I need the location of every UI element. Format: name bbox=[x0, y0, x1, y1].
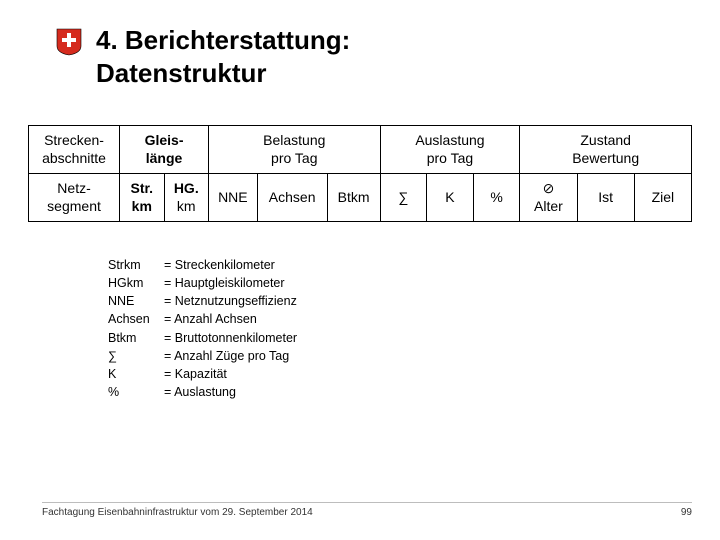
legend-key: Btkm bbox=[108, 329, 164, 347]
footer: Fachtagung Eisenbahninfrastruktur vom 29… bbox=[42, 502, 692, 518]
cell-strkm: Str. km bbox=[120, 174, 164, 222]
legend-val: = Hauptgleiskilometer bbox=[164, 274, 285, 292]
legend-row: Btkm= Bruttotonnenkilometer bbox=[108, 329, 720, 347]
swiss-shield-icon bbox=[56, 28, 82, 56]
rowhdr-netzsegment: Netz- segment bbox=[29, 174, 120, 222]
legend-key: HGkm bbox=[108, 274, 164, 292]
legend-key: K bbox=[108, 365, 164, 383]
legend-key: NNE bbox=[108, 292, 164, 310]
hdr-belastung: Belastung pro Tag bbox=[209, 126, 381, 174]
legend-row: NNE= Netznutzungseffizienz bbox=[108, 292, 720, 310]
rowhdr-strecken: Strecken- abschnitte bbox=[29, 126, 120, 174]
cell-alter: ⊘ Alter bbox=[520, 174, 577, 222]
legend-val: = Anzahl Achsen bbox=[164, 310, 257, 328]
cell-k: K bbox=[427, 174, 474, 222]
legend-val: = Anzahl Züge pro Tag bbox=[164, 347, 289, 365]
legend-key: % bbox=[108, 383, 164, 401]
legend-val: = Kapazität bbox=[164, 365, 227, 383]
legend-row: %= Auslastung bbox=[108, 383, 720, 401]
legend-val: = Streckenkilometer bbox=[164, 256, 275, 274]
cell-pct: % bbox=[473, 174, 520, 222]
hdr-zustand: Zustand Bewertung bbox=[520, 126, 692, 174]
hdr-auslastung: Auslastung pro Tag bbox=[380, 126, 520, 174]
footer-page: 99 bbox=[681, 507, 692, 518]
legend-key: ∑ bbox=[108, 347, 164, 365]
legend-row: K= Kapazität bbox=[108, 365, 720, 383]
legend-key: Achsen bbox=[108, 310, 164, 328]
footer-left: Fachtagung Eisenbahninfrastruktur vom 29… bbox=[42, 507, 313, 518]
legend-val: = Netznutzungseffizienz bbox=[164, 292, 297, 310]
legend-key: Strkm bbox=[108, 256, 164, 274]
title-line2: Datenstruktur bbox=[96, 58, 266, 88]
legend-row: ∑= Anzahl Züge pro Tag bbox=[108, 347, 720, 365]
page-title: 4. Berichterstattung: Datenstruktur bbox=[96, 24, 350, 89]
hdr-gleislaenge: Gleis- länge bbox=[120, 126, 209, 174]
data-structure-table: Strecken- abschnitte Gleis- länge Belast… bbox=[28, 125, 692, 222]
legend-row: Achsen= Anzahl Achsen bbox=[108, 310, 720, 328]
title-line1: 4. Berichterstattung: bbox=[96, 25, 350, 55]
cell-sum: ∑ bbox=[380, 174, 427, 222]
legend: Strkm= StreckenkilometerHGkm= Hauptgleis… bbox=[108, 256, 720, 401]
cell-btkm: Btkm bbox=[327, 174, 380, 222]
legend-row: HGkm= Hauptgleiskilometer bbox=[108, 274, 720, 292]
cell-hgkm: HG. km bbox=[164, 174, 208, 222]
legend-row: Strkm= Streckenkilometer bbox=[108, 256, 720, 274]
legend-val: = Auslastung bbox=[164, 383, 236, 401]
cell-nne: NNE bbox=[209, 174, 258, 222]
legend-val: = Bruttotonnenkilometer bbox=[164, 329, 297, 347]
cell-achsen: Achsen bbox=[257, 174, 327, 222]
cell-ist: Ist bbox=[577, 174, 634, 222]
cell-ziel: Ziel bbox=[634, 174, 691, 222]
